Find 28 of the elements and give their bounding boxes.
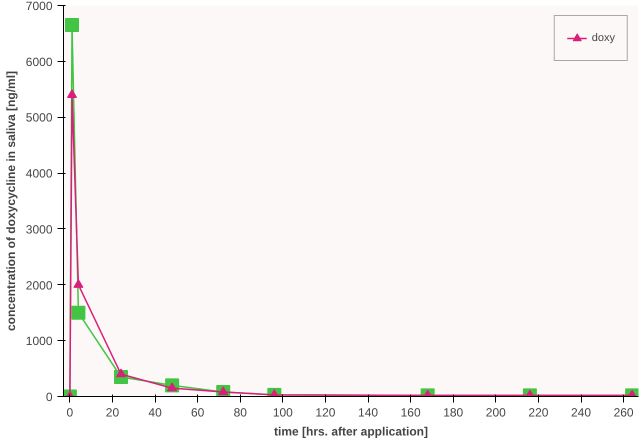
y-axis-title: concentration of doxycycline in saliva [ng/ml] (4, 70, 18, 332)
y-tick-label: 4000 (26, 166, 53, 181)
y-tick-label: 2000 (26, 278, 53, 292)
x-tick-label: 220 (528, 406, 549, 420)
x-axis-title: time [hrs. after application] (274, 424, 428, 438)
y-tick-label: 5000 (26, 110, 53, 125)
y-tick-label: 0 (46, 390, 53, 404)
x-tick-label: 160 (400, 406, 421, 420)
point (67, 89, 78, 98)
y-tick-label: 7000 (26, 0, 53, 13)
x-tick-label: 120 (315, 406, 336, 420)
x-tick-label: 80 (234, 406, 248, 420)
x-tick-label: 140 (358, 406, 378, 420)
x-tick-label: 240 (570, 406, 592, 420)
y-tick-label: 3000 (26, 222, 53, 236)
x-tick-label: 40 (148, 406, 162, 420)
point (73, 279, 84, 288)
y-tick-label: 1000 (26, 334, 53, 348)
x-tick-label: 200 (486, 406, 506, 420)
x-tick-label: 260 (614, 406, 634, 420)
x-tick-label: 180 (443, 406, 464, 420)
x-tick-label: 0 (66, 406, 74, 420)
point (65, 18, 80, 32)
x-tick-label: 60 (190, 406, 205, 420)
x-tick-label: 100 (272, 406, 294, 420)
legend-label: doxy (592, 32, 615, 44)
y-tick-label: 6000 (26, 54, 53, 69)
x-tick-label: 20 (106, 406, 120, 420)
